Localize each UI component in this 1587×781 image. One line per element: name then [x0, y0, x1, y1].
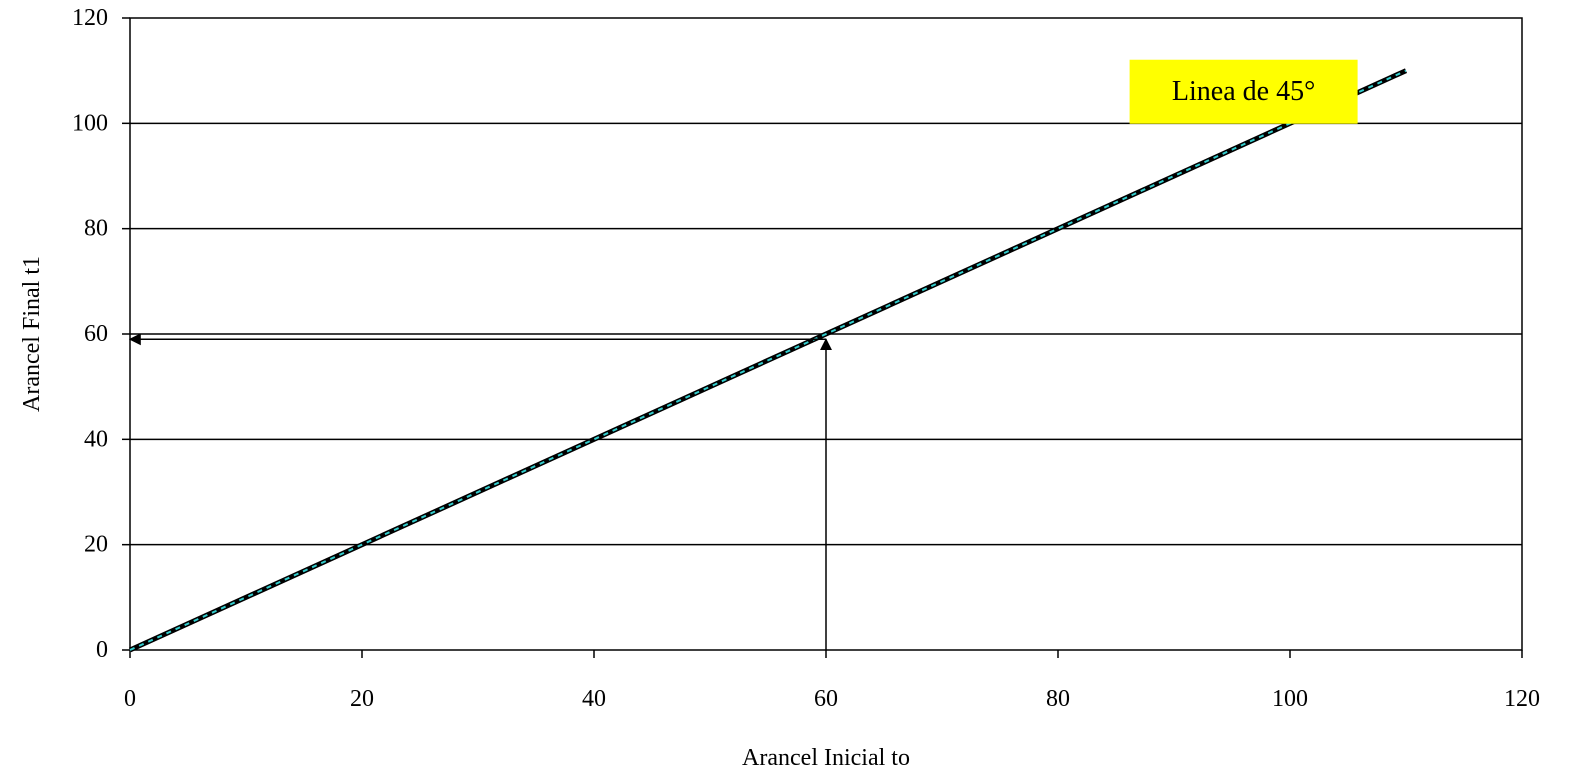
annotation-arrows	[128, 333, 832, 650]
annotation-label-text: Linea de 45°	[1172, 76, 1315, 107]
y-tick-label: 40	[84, 426, 108, 452]
series-line-dash-0	[129, 69, 1407, 651]
x-axis: 0 20 40 60 80 100 120	[124, 650, 1540, 712]
annotation-label-background	[1129, 59, 1358, 124]
y-tick-label: 60	[84, 321, 108, 347]
series-layer	[128, 68, 1408, 653]
x-tick-label: 120	[1504, 686, 1540, 712]
x-tick-label: 20	[350, 686, 374, 712]
y-axis: 0 20 40 60 80 100 120	[72, 5, 130, 663]
y-tick-label: 100	[72, 110, 108, 136]
annotation-label: Linea de 45°	[1129, 59, 1358, 124]
y-tick-label: 80	[84, 216, 108, 242]
y-tick-label: 0	[96, 637, 108, 663]
y-tick-label: 20	[84, 532, 108, 558]
x-tick-label: 40	[582, 686, 606, 712]
x-tick-label: 80	[1046, 686, 1070, 712]
y-axis-title: Arancel Final t1	[19, 256, 45, 412]
x-tick-label: 0	[124, 686, 136, 712]
x-axis-title: Arancel Inicial to	[742, 745, 910, 771]
y-tick-label: 120	[72, 5, 108, 31]
x-tick-label: 60	[814, 686, 838, 712]
x-tick-label: 100	[1272, 686, 1308, 712]
